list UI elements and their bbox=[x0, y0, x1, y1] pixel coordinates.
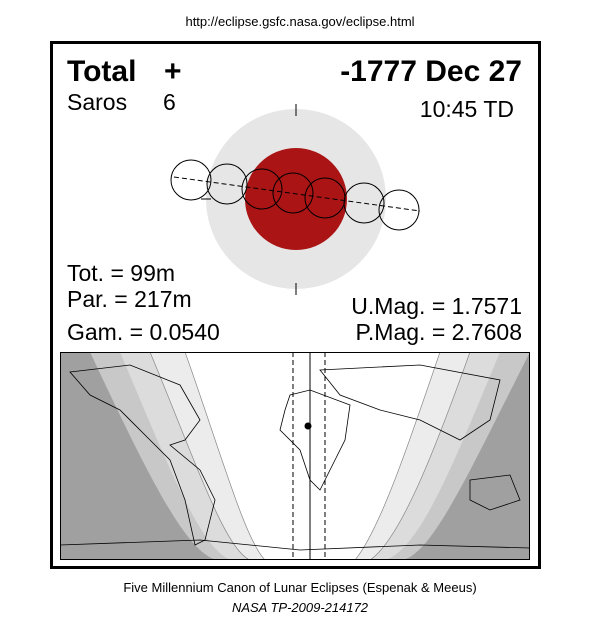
saros-label: Saros bbox=[67, 89, 127, 115]
partial-duration: Par. = 217m bbox=[67, 286, 192, 312]
coastline bbox=[279, 364, 521, 511]
moon bbox=[170, 159, 212, 201]
totality-duration: Tot. = 99m bbox=[67, 260, 175, 286]
footer-title: Five Millennium Canon of Lunar Eclipses … bbox=[123, 580, 476, 595]
time: 10:45 TD bbox=[420, 96, 514, 122]
saros-number: 6 bbox=[163, 89, 176, 115]
moon bbox=[378, 189, 420, 231]
moon bbox=[272, 172, 314, 214]
eclipse-date: -1777 Dec 27 bbox=[340, 55, 522, 88]
moon bbox=[343, 182, 385, 224]
world-map bbox=[60, 352, 530, 560]
footer-reference: NASA TP-2009-214172 bbox=[232, 600, 369, 615]
umbral-magnitude: U.Mag. = 1.7571 bbox=[351, 293, 522, 319]
eclipse-type: Total bbox=[67, 55, 136, 88]
contour bbox=[149, 352, 471, 560]
gamma: Gam. = 0.0540 bbox=[67, 319, 220, 345]
moon bbox=[206, 163, 248, 205]
subsolar-point bbox=[304, 422, 312, 430]
moon-path bbox=[173, 176, 421, 212]
shadow-diagram bbox=[170, 104, 421, 295]
url: http://eclipse.gsfc.nasa.gov/eclipse.htm… bbox=[185, 14, 414, 29]
umbra bbox=[245, 148, 347, 250]
coastline bbox=[69, 364, 216, 546]
moon-positions bbox=[170, 159, 420, 231]
moon bbox=[241, 168, 283, 210]
eclipse-symbol: + bbox=[164, 55, 182, 88]
map-border bbox=[60, 352, 530, 560]
full-visibility bbox=[185, 352, 440, 560]
coastline bbox=[60, 539, 530, 551]
penumbral-magnitude: P.Mag. = 2.7608 bbox=[356, 319, 522, 345]
